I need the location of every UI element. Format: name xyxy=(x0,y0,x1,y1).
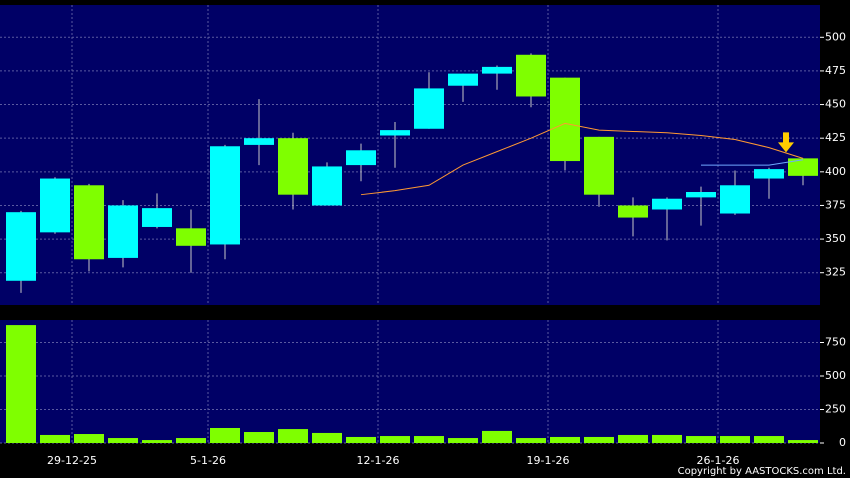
volume-panel xyxy=(0,320,820,443)
candle-body xyxy=(6,212,36,281)
candle-body xyxy=(448,73,478,86)
volume-bar xyxy=(176,438,206,443)
y-tick-label: 750 xyxy=(825,336,846,349)
candle-body xyxy=(380,130,410,136)
volume-bar xyxy=(74,434,104,443)
volume-bar xyxy=(380,436,410,443)
candle-body xyxy=(584,136,614,195)
volume-bar xyxy=(448,438,478,443)
x-tick-label: 26-1-26 xyxy=(697,454,740,467)
candle-body xyxy=(312,166,342,206)
candle-body xyxy=(414,88,444,129)
candle-body xyxy=(176,228,206,246)
candle-body xyxy=(108,205,138,258)
candle-body xyxy=(142,208,172,227)
volume-bar xyxy=(210,427,240,443)
candle-body xyxy=(210,146,240,245)
y-tick-label: 450 xyxy=(825,98,846,111)
candle-body xyxy=(40,178,70,233)
candle-body xyxy=(346,150,376,166)
volume-bar xyxy=(550,436,580,443)
volume-bar xyxy=(788,440,818,443)
volume-bar xyxy=(40,434,70,443)
y-tick-label: 500 xyxy=(825,30,846,43)
candle-body xyxy=(720,185,750,214)
average-line xyxy=(360,122,804,196)
volume-bar xyxy=(6,325,36,443)
candle-body xyxy=(550,77,580,162)
candle-body xyxy=(482,66,512,74)
volume-bar xyxy=(652,434,682,443)
volume-bar xyxy=(618,434,648,443)
candle-body xyxy=(74,185,104,260)
candle-body xyxy=(244,138,274,145)
y-tick-label: 350 xyxy=(825,232,846,245)
y-tick-label: 250 xyxy=(825,403,846,416)
volume-bar xyxy=(244,432,274,443)
marker-arrow xyxy=(778,132,794,153)
x-tick-label: 12-1-26 xyxy=(357,454,400,467)
y-tick-label: 0 xyxy=(839,436,846,449)
candle-body xyxy=(788,158,818,176)
average-line xyxy=(701,159,804,166)
volume-bar xyxy=(584,436,614,443)
volume-bar xyxy=(312,432,342,443)
candle-body xyxy=(754,169,784,179)
y-tick-label: 325 xyxy=(825,266,846,279)
candle-body xyxy=(686,191,716,198)
y-tick-label: 375 xyxy=(825,198,846,211)
candle-body xyxy=(516,54,546,97)
volume-bar xyxy=(142,440,172,443)
candle-body xyxy=(278,138,308,195)
y-tick-label: 400 xyxy=(825,165,846,178)
volume-bar xyxy=(482,430,512,443)
volume-bar xyxy=(278,429,308,443)
x-tick-label: 29-12-25 xyxy=(47,454,97,467)
candle-body xyxy=(618,205,648,218)
y-tick-label: 500 xyxy=(825,369,846,382)
volume-bar xyxy=(686,436,716,443)
volume-bar xyxy=(516,438,546,443)
y-tick-label: 425 xyxy=(825,131,846,144)
volume-bar xyxy=(108,438,138,443)
y-tick-label: 475 xyxy=(825,64,846,77)
x-tick-label: 19-1-26 xyxy=(527,454,570,467)
volume-bar xyxy=(414,436,444,443)
x-tick-label: 5-1-26 xyxy=(190,454,226,467)
candle-body xyxy=(652,198,682,210)
volume-bar xyxy=(346,436,376,443)
volume-bar xyxy=(720,436,750,443)
volume-bar xyxy=(754,436,784,443)
copyright: Copyright by AASTOCKS.com Ltd. xyxy=(678,466,846,477)
